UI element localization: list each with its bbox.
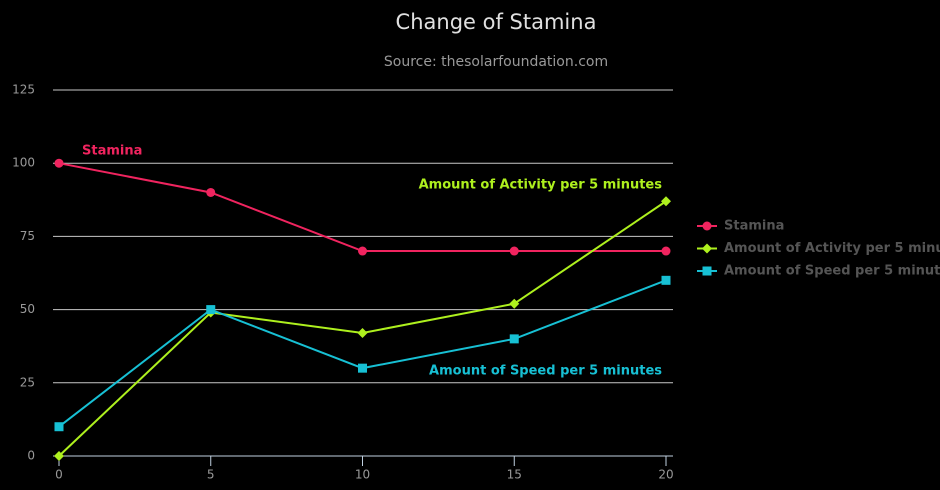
series-label: Stamina <box>82 144 142 159</box>
marker <box>357 328 368 339</box>
legend-marker <box>702 221 712 231</box>
x-tick-label: 0 <box>55 468 63 482</box>
x-tick-label: 10 <box>355 468 370 482</box>
y-tick-label: 100 <box>12 156 35 170</box>
marker <box>206 305 216 315</box>
marker <box>358 363 367 373</box>
y-tick-label: 50 <box>20 302 35 316</box>
marker <box>358 246 367 256</box>
marker <box>54 158 64 168</box>
y-tick-label: 125 <box>12 83 35 97</box>
series-label: Amount of Speed per 5 minutes <box>429 364 662 379</box>
legend-marker <box>702 243 712 254</box>
legend-marker <box>702 266 712 276</box>
x-tick-label: 20 <box>658 468 673 482</box>
marker <box>661 246 671 256</box>
marker <box>54 451 64 461</box>
legend-label: Amount of Activity per 5 minutes <box>724 241 940 256</box>
chart-title: Change of Stamina <box>396 10 597 34</box>
chart-subtitle: Source: thesolarfoundation.com <box>384 54 608 70</box>
marker <box>509 246 519 256</box>
marker <box>509 298 520 309</box>
marker <box>509 334 519 344</box>
y-tick-label: 25 <box>20 375 35 389</box>
series-line <box>58 279 667 428</box>
marker <box>661 196 671 207</box>
series-label: Amount of Activity per 5 minutes <box>419 178 663 193</box>
y-tick-label: 75 <box>20 229 35 243</box>
marker <box>54 422 64 432</box>
series-line <box>58 162 666 253</box>
legend-label: Stamina <box>724 219 784 234</box>
x-tick-label: 15 <box>507 468 522 482</box>
x-tick-label: 5 <box>207 468 215 482</box>
marker <box>661 275 671 285</box>
marker <box>206 187 216 197</box>
y-tick-label: 0 <box>27 449 35 463</box>
legend-label: Amount of Speed per 5 minutes <box>724 264 940 279</box>
